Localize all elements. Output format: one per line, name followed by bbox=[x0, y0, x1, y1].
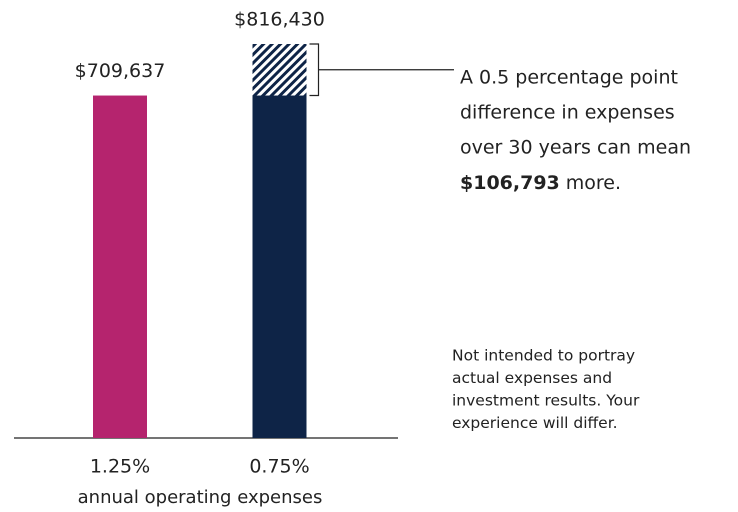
annotation-line: over 30 years can mean bbox=[460, 137, 691, 159]
annotation-line: difference in expenses bbox=[460, 102, 675, 124]
annotation-line: A 0.5 percentage point bbox=[460, 67, 678, 89]
value-label: $709,637 bbox=[75, 60, 166, 82]
x-tick-label: 1.25% bbox=[90, 456, 150, 478]
bar bbox=[252, 44, 307, 438]
x-tick-label: 0.75% bbox=[249, 456, 309, 478]
annotation-line: $106,793 more. bbox=[460, 172, 621, 194]
note-line: investment results. Your bbox=[452, 392, 640, 410]
x-axis-label: annual operating expenses bbox=[78, 487, 323, 508]
annotation-rest: more. bbox=[566, 172, 621, 194]
annotation-highlight: $106,793 bbox=[460, 172, 560, 194]
note-line: actual expenses and bbox=[452, 369, 612, 387]
note-line: experience will differ. bbox=[452, 414, 618, 432]
difference-hatch bbox=[252, 44, 307, 96]
note-line: Not intended to portray bbox=[452, 347, 635, 365]
value-label: $816,430 bbox=[234, 9, 325, 31]
bracket bbox=[309, 43, 320, 97]
bar bbox=[93, 95, 147, 438]
